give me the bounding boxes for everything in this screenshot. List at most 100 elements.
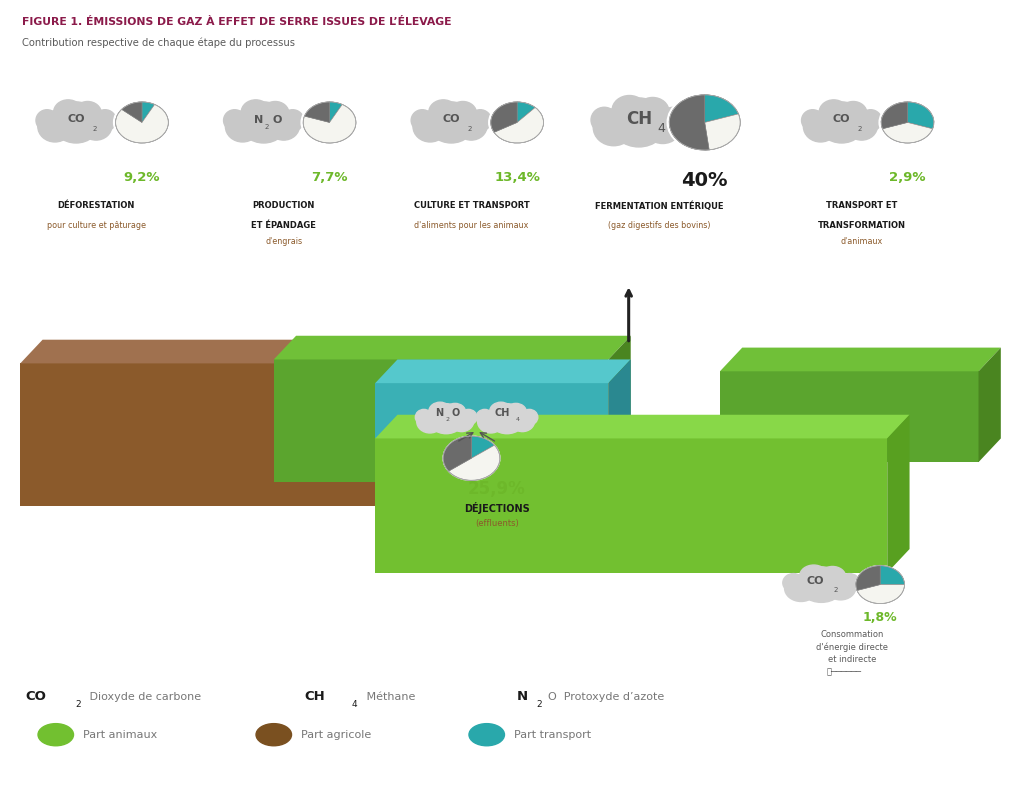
Text: 2: 2 (834, 587, 838, 593)
Ellipse shape (80, 111, 112, 140)
Ellipse shape (860, 110, 882, 131)
Text: DÉJECTIONS: DÉJECTIONS (464, 502, 529, 514)
Wedge shape (116, 104, 168, 143)
Circle shape (443, 436, 500, 480)
Ellipse shape (240, 102, 287, 143)
Wedge shape (880, 566, 904, 585)
Ellipse shape (262, 101, 289, 126)
Ellipse shape (94, 110, 117, 131)
Circle shape (856, 566, 904, 604)
Ellipse shape (223, 110, 245, 131)
Text: 1,8%: 1,8% (863, 611, 897, 623)
Text: 4: 4 (352, 700, 358, 709)
Wedge shape (122, 102, 142, 122)
Text: PRODUCTION: PRODUCTION (252, 201, 315, 210)
Wedge shape (517, 102, 535, 122)
Text: O: O (451, 408, 459, 418)
Ellipse shape (417, 411, 443, 433)
Wedge shape (491, 102, 517, 133)
Ellipse shape (819, 100, 848, 125)
Text: CH: CH (626, 110, 652, 127)
Ellipse shape (74, 101, 101, 126)
Text: N: N (254, 115, 264, 125)
Text: TRANSFORMATION: TRANSFORMATION (818, 221, 906, 230)
Text: 2: 2 (467, 126, 472, 132)
Ellipse shape (521, 409, 537, 425)
Polygon shape (375, 438, 887, 573)
Text: Contribution respective de chaque étape du processus: Contribution respective de chaque étape … (22, 38, 295, 48)
Ellipse shape (39, 724, 74, 746)
Wedge shape (880, 566, 904, 585)
Ellipse shape (785, 575, 817, 601)
Wedge shape (330, 102, 343, 122)
Ellipse shape (449, 101, 477, 126)
Ellipse shape (460, 409, 477, 425)
Wedge shape (303, 104, 356, 143)
Text: Consommation: Consommation (820, 630, 883, 638)
Ellipse shape (225, 111, 260, 142)
Text: 2: 2 (92, 126, 96, 132)
Text: 7,7%: 7,7% (311, 171, 348, 184)
Text: d'engrais: d'engrais (266, 237, 302, 246)
Wedge shape (448, 446, 500, 480)
Ellipse shape (477, 409, 493, 425)
Text: N: N (517, 690, 528, 703)
Ellipse shape (35, 110, 58, 131)
Text: CH: CH (304, 690, 324, 703)
Wedge shape (472, 436, 495, 458)
Ellipse shape (468, 724, 505, 746)
Text: DÉFORESTATION: DÉFORESTATION (58, 201, 135, 210)
Ellipse shape (637, 97, 669, 126)
Ellipse shape (268, 111, 299, 140)
Wedge shape (908, 102, 934, 129)
Text: 2: 2 (75, 700, 81, 709)
Text: 40%: 40% (681, 171, 728, 190)
Polygon shape (608, 359, 631, 458)
Circle shape (301, 100, 358, 145)
Wedge shape (705, 114, 740, 150)
Wedge shape (142, 102, 155, 122)
Wedge shape (856, 566, 880, 590)
Ellipse shape (413, 111, 447, 142)
Polygon shape (20, 363, 375, 506)
Text: d'aliments pour les animaux: d'aliments pour les animaux (415, 221, 528, 230)
Text: 13,4%: 13,4% (494, 171, 540, 184)
Text: CO: CO (442, 114, 460, 123)
Polygon shape (20, 340, 397, 363)
Wedge shape (116, 104, 168, 143)
Text: 2: 2 (858, 126, 862, 132)
Text: d'animaux: d'animaux (841, 237, 883, 246)
Text: 2: 2 (265, 124, 269, 130)
Wedge shape (443, 436, 472, 471)
Text: CO: CO (25, 690, 47, 703)
Wedge shape (443, 436, 472, 471)
Text: (gaz digestifs des bovins): (gaz digestifs des bovins) (607, 221, 711, 230)
Text: et indirecte: et indirecte (827, 655, 876, 664)
Wedge shape (472, 436, 495, 458)
Text: Part animaux: Part animaux (83, 730, 157, 739)
Ellipse shape (840, 101, 867, 126)
Ellipse shape (469, 110, 492, 131)
Ellipse shape (428, 404, 464, 434)
Ellipse shape (612, 96, 647, 125)
Ellipse shape (839, 574, 860, 592)
Text: CO: CO (806, 576, 824, 585)
Circle shape (489, 100, 546, 145)
Wedge shape (881, 102, 908, 129)
Polygon shape (608, 336, 631, 482)
Text: 4: 4 (657, 122, 665, 135)
Ellipse shape (455, 111, 487, 140)
Wedge shape (304, 102, 330, 122)
Ellipse shape (610, 98, 667, 147)
Wedge shape (304, 102, 330, 122)
Text: FERMENTATION ENTÉRIQUE: FERMENTATION ENTÉRIQUE (595, 201, 723, 211)
Wedge shape (857, 585, 904, 604)
Text: CO: CO (67, 114, 85, 123)
Text: Méthane: Méthane (363, 692, 416, 702)
Text: TRANSPORT ET: TRANSPORT ET (826, 201, 897, 210)
Text: Dioxyde de carbone: Dioxyde de carbone (86, 692, 202, 702)
Ellipse shape (798, 567, 844, 603)
Ellipse shape (800, 565, 827, 586)
Polygon shape (979, 348, 1001, 462)
Wedge shape (494, 107, 544, 143)
